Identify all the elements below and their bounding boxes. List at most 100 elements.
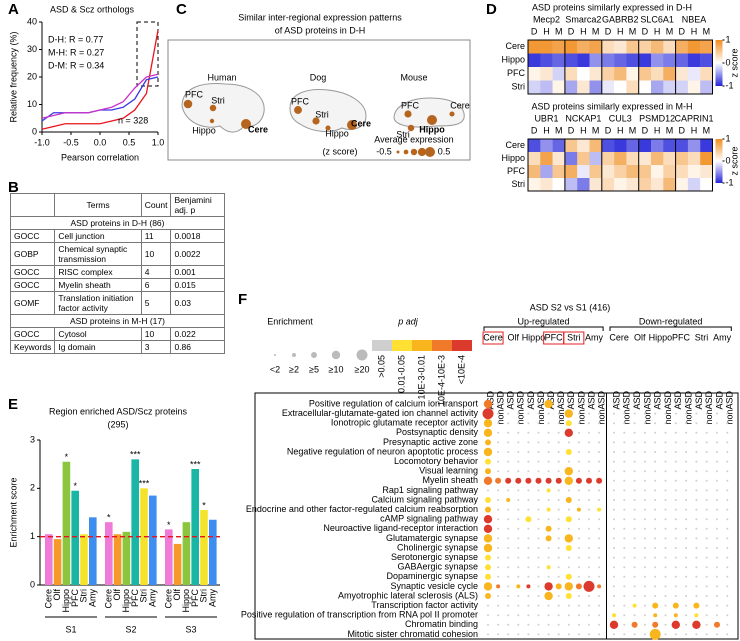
dot: [654, 537, 657, 540]
dot: [685, 422, 688, 425]
x-tick-label: Olf: [112, 589, 122, 601]
dot: [497, 547, 500, 549]
species-label: M: [703, 26, 711, 36]
dot: [577, 547, 580, 549]
dot: [483, 543, 493, 553]
dot: [565, 420, 572, 427]
dot: [716, 537, 718, 540]
dot: [577, 403, 580, 405]
dot: [623, 537, 626, 540]
dot: [664, 566, 667, 569]
dot: [674, 585, 677, 588]
chart-subtitle: (295): [107, 419, 128, 429]
heatmap-cell: [663, 40, 676, 54]
dot: [654, 403, 657, 405]
dot: [598, 403, 601, 405]
species-label: M: [592, 125, 600, 135]
dot: [623, 422, 626, 425]
species-label: H: [691, 26, 698, 36]
heatmap-cell: [675, 40, 689, 54]
dot: [695, 595, 698, 597]
region-label: Stri: [396, 129, 410, 139]
brain-outline: [393, 97, 465, 128]
dot: [674, 566, 677, 569]
bar: [165, 529, 173, 585]
dot: [537, 527, 540, 530]
dot: [654, 595, 657, 597]
dot: [598, 470, 601, 473]
dot: [633, 614, 636, 617]
dot: [664, 575, 667, 578]
dot: [483, 419, 493, 428]
dot: [485, 564, 491, 571]
dot: [485, 497, 491, 503]
dot: [705, 595, 708, 597]
species-label: D: [531, 26, 538, 36]
dot: [623, 441, 626, 444]
dot: [695, 403, 698, 405]
dot: [643, 547, 646, 549]
species-label: M: [666, 26, 674, 36]
heatmap-cell: [601, 165, 615, 179]
colorbar-tick-label: -1: [726, 80, 734, 90]
dot: [507, 537, 510, 540]
dot: [544, 582, 553, 591]
term-label: Positive regulation of transcription fro…: [241, 610, 478, 620]
column-label: nonASD: [536, 391, 546, 425]
row-label: PFC: [507, 68, 526, 78]
dot: [654, 518, 657, 521]
heatmap-cell: [626, 80, 639, 95]
table-cell: 0.86: [170, 340, 225, 354]
table-row: GOCC Cell junction 11 0.0018: [9, 229, 225, 243]
dot: [545, 525, 552, 532]
legend-dot: [425, 147, 435, 157]
dot: [497, 489, 500, 492]
bar: [149, 495, 157, 585]
group-label: Down-regulated: [639, 316, 703, 326]
dot: [517, 460, 520, 463]
heatmap-cell: [651, 152, 664, 166]
dot: [596, 477, 603, 484]
dot: [588, 623, 590, 626]
dot: [537, 575, 540, 578]
dot: [507, 441, 510, 444]
colorbar-tick-label: 1: [726, 133, 731, 143]
dot: [654, 479, 657, 482]
term-label: GABAergic synapse: [397, 562, 478, 572]
gene-label: UBR1: [534, 113, 558, 123]
region-label: PFC: [545, 332, 564, 342]
x-tick-label: PFC: [70, 588, 80, 607]
dot: [577, 604, 580, 607]
table-cell: 0.015: [170, 278, 225, 292]
dot: [588, 595, 590, 597]
dot: [537, 470, 540, 473]
dot: [547, 499, 550, 501]
size-legend-dot: [311, 352, 317, 358]
dot: [557, 412, 560, 415]
region-dot: [325, 125, 331, 131]
heatmap-cell: [528, 152, 541, 166]
dot: [726, 431, 729, 434]
legend-dot: [417, 147, 427, 157]
species-label: H: [617, 125, 624, 135]
legend-entry: D-M: R = 0.34: [48, 60, 104, 70]
dot: [654, 460, 657, 463]
dot: [643, 595, 646, 597]
dot: [495, 477, 502, 484]
panel-c-frame: [167, 39, 471, 161]
y-axis-label: Relative frequency (%): [8, 31, 18, 122]
dot: [598, 575, 601, 578]
dot: [497, 412, 500, 415]
dot: [483, 428, 493, 437]
dot: [537, 412, 540, 415]
species-label: Human: [207, 72, 236, 82]
dot: [716, 508, 718, 511]
heatmap-cell: [614, 67, 627, 81]
dot: [567, 441, 570, 444]
dot: [705, 499, 708, 501]
dot: [664, 479, 667, 482]
dot: [716, 585, 718, 588]
dot: [507, 614, 510, 617]
dot: [588, 518, 590, 521]
dot: [674, 412, 677, 415]
